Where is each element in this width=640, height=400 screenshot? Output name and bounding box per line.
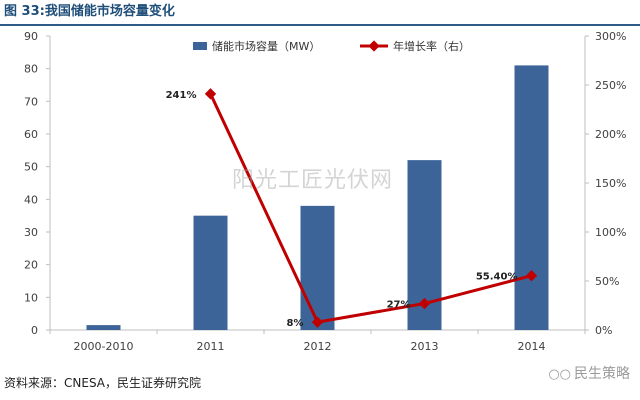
bar <box>514 65 549 331</box>
figure-title: 图 33:我国储能市场容量变化 <box>4 4 175 19</box>
y-right-tick-label: 200% <box>595 128 626 141</box>
y-right-tick-label: 250% <box>595 79 626 92</box>
x-tick-label: 2013 <box>411 340 439 353</box>
x-tick-label: 2014 <box>518 340 546 353</box>
legend-line-marker <box>368 40 380 52</box>
legend-bar-label: 储能市场容量（MW） <box>212 39 320 53</box>
y-left-tick-label: 50 <box>24 161 38 174</box>
brand-label: 民生策略 <box>574 366 630 382</box>
y-left-tick-label: 70 <box>24 95 38 108</box>
y-left-tick-label: 60 <box>24 128 38 141</box>
growth-marker <box>525 270 538 282</box>
y-right-tick-label: 50% <box>595 275 619 288</box>
y-left-tick-label: 80 <box>24 63 38 76</box>
y-left-tick-label: 10 <box>24 291 38 304</box>
y-right-tick-label: 100% <box>595 226 626 239</box>
x-tick-label: 2012 <box>304 340 332 353</box>
y-right-tick-label: 300% <box>595 30 626 43</box>
wechat-icon: ○○ <box>548 367 571 382</box>
bar <box>300 205 335 330</box>
growth-marker <box>204 88 217 100</box>
y-left-tick-label: 30 <box>24 226 38 239</box>
data-label: 55.40% <box>476 272 518 283</box>
growth-line <box>209 93 532 324</box>
data-label: 241% <box>166 90 197 101</box>
y-left-tick-label: 40 <box>24 193 38 206</box>
x-tick-label: 2000-2010 <box>74 340 134 353</box>
growth-marker <box>418 297 431 310</box>
y-left-tick-label: 90 <box>24 30 38 43</box>
title-divider <box>0 24 640 26</box>
y-right-tick-label: 150% <box>595 177 626 190</box>
y-left-tick-label: 20 <box>24 259 38 272</box>
data-label: 8% <box>287 318 304 329</box>
legend-line-label: 年增长率（右） <box>393 39 470 53</box>
y-left-tick-label: 0 <box>31 324 38 337</box>
y-right-tick-label: 0% <box>595 324 612 337</box>
bar <box>193 215 228 330</box>
source-note: 资料来源：CNESA，民生证券研究院 <box>4 376 201 390</box>
brand-mark: ○○ 民生策略 <box>548 362 630 386</box>
x-tick-label: 2011 <box>197 340 225 353</box>
storage-capacity-chart: 0 10 20 30 40 50 60 70 80 90 0% 50% 100% 150% 200% 250%… <box>24 30 626 353</box>
growth-marker <box>311 316 324 328</box>
legend-bar-swatch <box>193 42 207 50</box>
data-label: 27% <box>387 300 411 311</box>
bar <box>86 325 121 330</box>
